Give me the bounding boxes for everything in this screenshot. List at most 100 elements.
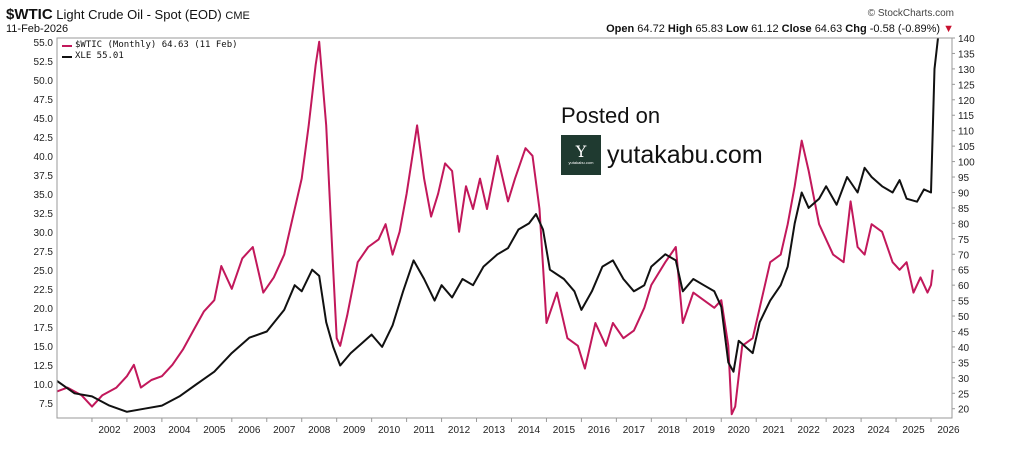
left-tick-label: 22.5 — [34, 285, 54, 296]
legend-label-wtic: $WTIC (Monthly) 64.63 (11 Feb) — [75, 40, 238, 50]
x-tick-label: 2015 — [553, 425, 576, 436]
right-tick-label: 25 — [958, 389, 970, 400]
instrument-name: Light Crude Oil - Spot (EOD) — [56, 7, 222, 22]
chg-value: -0.58 (-0.89%) — [869, 23, 941, 35]
x-tick-label: 2017 — [623, 425, 646, 436]
right-tick-label: 95 — [958, 173, 970, 184]
xle-line — [56, 37, 939, 413]
left-tick-label: 45.0 — [34, 114, 54, 125]
x-tick-label: 2018 — [658, 425, 681, 436]
right-y-axis: 140 135 130 125 120 115 110 105 100 95 90 85 80 75 70 6… — [952, 34, 975, 416]
site-logo: Y yutakabu.com — [561, 135, 601, 175]
quote-summary: Open 64.72 High 65.83 Low 61.12 Close 64… — [606, 23, 954, 35]
right-tick-label: 80 — [958, 219, 970, 230]
right-tick-label: 45 — [958, 327, 970, 338]
right-tick-label: 50 — [958, 312, 970, 323]
brand: © StockCharts.com — [867, 8, 954, 19]
x-tick-label: 2021 — [763, 425, 786, 436]
left-tick-label: 25.0 — [34, 266, 54, 277]
open-label: Open — [606, 23, 635, 35]
high-value: 65.83 — [695, 23, 723, 35]
legend-item-wtic: $WTIC (Monthly) 64.63 (11 Feb) — [62, 40, 238, 51]
legend-label-xle: XLE 55.01 — [75, 51, 124, 61]
left-tick-label: 55.0 — [34, 38, 54, 49]
left-tick-label: 27.5 — [34, 247, 54, 258]
left-tick-label: 12.5 — [34, 361, 54, 372]
x-tick-label: 2023 — [832, 425, 855, 436]
left-tick-label: 20.0 — [34, 304, 54, 315]
legend: $WTIC (Monthly) 64.63 (11 Feb) XLE 55.01 — [62, 40, 238, 62]
series-layer — [56, 37, 939, 416]
high-label: High — [667, 23, 693, 35]
x-tick-label: 2012 — [448, 425, 471, 436]
x-tick-label: 2025 — [902, 425, 925, 436]
x-tick-label: 2016 — [588, 425, 611, 436]
right-tick-label: 35 — [958, 358, 970, 369]
left-tick-label: 17.5 — [34, 323, 54, 334]
legend-item-xle: XLE 55.01 — [62, 51, 238, 62]
right-tick-label: 30 — [958, 374, 970, 385]
plot-frame — [56, 37, 953, 419]
exchange: CME — [225, 10, 250, 22]
watermark-site: yutakabu.com — [607, 140, 763, 169]
right-tick-label: 125 — [958, 80, 975, 91]
right-tick-label: 70 — [958, 250, 970, 261]
left-tick-label: 40.0 — [34, 152, 54, 163]
x-tick-label: 2002 — [98, 425, 121, 436]
left-tick-label: 47.5 — [34, 95, 54, 106]
legend-swatch-wtic — [62, 44, 72, 47]
x-tick-label: 2010 — [378, 425, 401, 436]
x-tick-label: 2013 — [483, 425, 506, 436]
right-tick-label: 110 — [958, 127, 974, 138]
left-y-axis: 55.0 52.5 50.0 47.5 45.0 42.5 40.0 37.5 35.0 32.5… — [34, 38, 54, 410]
right-tick-label: 90 — [958, 188, 970, 199]
right-tick-label: 135 — [958, 49, 975, 60]
down-arrow-icon: ▼ — [943, 23, 954, 35]
x-tick-label: 2022 — [798, 425, 821, 436]
right-tick-label: 75 — [958, 235, 970, 246]
close-label: Close — [781, 23, 812, 35]
x-tick-label: 2014 — [518, 425, 541, 436]
left-tick-label: 7.5 — [39, 399, 53, 410]
right-tick-label: 60 — [958, 281, 970, 292]
x-tick-label: 2011 — [413, 425, 435, 436]
right-tick-label: 115 — [958, 111, 974, 122]
right-tick-label: 140 — [958, 34, 975, 45]
legend-swatch-xle — [62, 55, 72, 58]
watermark: Posted on Y yutakabu.com yutakabu.com — [561, 103, 763, 175]
left-tick-label: 52.5 — [34, 57, 54, 68]
x-tick-label: 2004 — [168, 425, 191, 436]
left-tick-label: 37.5 — [34, 171, 54, 182]
x-tick-label: 2020 — [728, 425, 751, 436]
left-tick-label: 30.0 — [34, 228, 54, 239]
x-tick-label: 2005 — [203, 425, 226, 436]
x-tick-label: 2007 — [273, 425, 296, 436]
right-tick-label: 100 — [958, 158, 975, 169]
x-tick-label: 2003 — [133, 425, 156, 436]
right-tick-label: 120 — [958, 96, 975, 107]
left-tick-label: 50.0 — [34, 76, 54, 87]
close-value: 64.63 — [814, 23, 843, 35]
left-tick-label: 10.0 — [34, 380, 54, 391]
left-tick-label: 35.0 — [34, 190, 54, 201]
x-axis: 2002 2003 2004 2005 2006 2007 2008 2009 2010 2011… — [91, 418, 960, 436]
chart-date: 11-Feb-2026 — [6, 23, 69, 35]
x-tick-label: 2026 — [937, 425, 960, 436]
low-label: Low — [726, 23, 748, 35]
symbol: $WTIC — [6, 6, 53, 23]
x-tick-label: 2009 — [343, 425, 366, 436]
left-tick-label: 42.5 — [34, 133, 54, 144]
right-tick-label: 85 — [958, 204, 970, 215]
wtic-line — [56, 40, 934, 416]
watermark-posted: Posted on — [561, 103, 661, 128]
right-tick-label: 65 — [958, 266, 970, 277]
low-value: 61.12 — [751, 23, 779, 35]
logo-small: yutakabu.com — [568, 160, 594, 165]
chg-label: Chg — [845, 23, 867, 35]
right-tick-label: 55 — [958, 297, 970, 308]
open-value: 64.72 — [637, 23, 665, 35]
right-tick-label: 20 — [958, 405, 970, 416]
right-tick-label: 40 — [958, 343, 970, 354]
logo-letter: Y — [575, 142, 587, 161]
